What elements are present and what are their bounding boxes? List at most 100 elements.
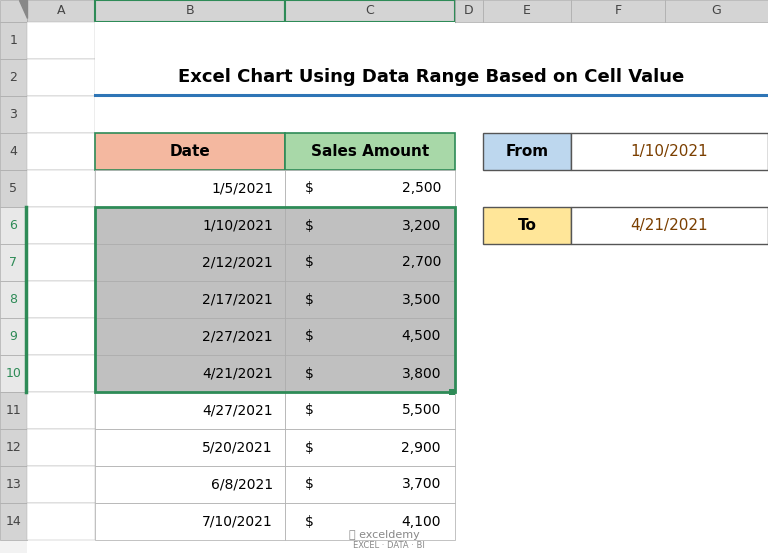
Bar: [285, 244, 455, 281]
Text: $: $: [305, 330, 314, 343]
Text: A: A: [57, 4, 65, 18]
Bar: [95, 0, 285, 22]
Bar: [285, 355, 455, 392]
Text: G: G: [712, 4, 721, 18]
Bar: [95, 281, 285, 318]
Bar: [27, 0, 95, 22]
Bar: [95, 133, 285, 170]
Bar: [0, 429, 27, 466]
Bar: [285, 133, 455, 170]
Bar: [449, 389, 455, 395]
Text: 9: 9: [9, 330, 18, 343]
Text: 1/5/2021: 1/5/2021: [211, 181, 273, 196]
Bar: [0, 318, 27, 355]
Text: 4: 4: [9, 145, 18, 158]
Bar: [95, 59, 768, 96]
Bar: [483, 207, 571, 244]
Bar: [285, 170, 455, 207]
Bar: [0, 207, 27, 244]
Text: 2/12/2021: 2/12/2021: [202, 255, 273, 269]
Bar: [27, 244, 95, 281]
Bar: [665, 0, 768, 22]
Bar: [285, 0, 455, 22]
Text: 1/10/2021: 1/10/2021: [202, 218, 273, 232]
Bar: [27, 318, 95, 355]
Text: 1: 1: [9, 34, 18, 47]
Bar: [571, 207, 768, 244]
Text: $: $: [305, 293, 314, 306]
Bar: [285, 429, 455, 466]
Text: From: From: [505, 144, 548, 159]
Bar: [27, 392, 95, 429]
Text: 7: 7: [9, 256, 18, 269]
Bar: [0, 466, 27, 503]
Bar: [0, 0, 27, 22]
Text: 3,200: 3,200: [402, 218, 441, 232]
Bar: [95, 207, 285, 244]
Bar: [483, 133, 571, 170]
Text: 11: 11: [5, 404, 22, 417]
Bar: [27, 207, 95, 244]
Bar: [27, 503, 95, 540]
Text: 5,500: 5,500: [402, 404, 441, 418]
Text: 3,700: 3,700: [402, 477, 441, 492]
Polygon shape: [19, 0, 27, 18]
Text: 10: 10: [5, 367, 22, 380]
Text: 4,100: 4,100: [402, 514, 441, 529]
Text: Sales Amount: Sales Amount: [311, 144, 429, 159]
Text: 3: 3: [9, 108, 18, 121]
Text: 6: 6: [9, 219, 18, 232]
Bar: [27, 170, 95, 207]
Text: 2/27/2021: 2/27/2021: [203, 330, 273, 343]
Bar: [571, 133, 768, 170]
Text: $: $: [305, 367, 314, 380]
Text: 2,900: 2,900: [402, 441, 441, 455]
Text: E: E: [523, 4, 531, 18]
Text: C: C: [366, 4, 374, 18]
Text: 5: 5: [9, 182, 18, 195]
Text: $: $: [305, 404, 314, 418]
Text: 12: 12: [5, 441, 22, 454]
Bar: [285, 392, 455, 429]
Bar: [285, 503, 455, 540]
Text: Excel Chart Using Data Range Based on Cell Value: Excel Chart Using Data Range Based on Ce…: [178, 69, 684, 86]
Text: D: D: [464, 4, 474, 18]
Bar: [0, 281, 27, 318]
Text: 2: 2: [9, 71, 18, 84]
Text: F: F: [614, 4, 621, 18]
Bar: [455, 0, 483, 22]
Text: 🏠 exceldemy: 🏠 exceldemy: [349, 530, 419, 540]
Text: $: $: [305, 218, 314, 232]
Text: 3,800: 3,800: [402, 367, 441, 380]
Text: 1/10/2021: 1/10/2021: [631, 144, 708, 159]
Bar: [27, 133, 95, 170]
Bar: [285, 318, 455, 355]
Bar: [0, 244, 27, 281]
Bar: [0, 170, 27, 207]
Text: 4/21/2021: 4/21/2021: [202, 367, 273, 380]
Bar: [95, 170, 285, 207]
Text: $: $: [305, 181, 314, 196]
Text: 8: 8: [9, 293, 18, 306]
Bar: [95, 503, 285, 540]
Text: 13: 13: [5, 478, 22, 491]
Text: $: $: [305, 514, 314, 529]
Text: 14: 14: [5, 515, 22, 528]
Bar: [483, 0, 571, 22]
Bar: [95, 244, 285, 281]
Bar: [0, 96, 27, 133]
Bar: [285, 281, 455, 318]
Bar: [95, 355, 285, 392]
Bar: [0, 133, 27, 170]
Text: B: B: [186, 4, 194, 18]
Bar: [95, 207, 455, 392]
Bar: [0, 392, 27, 429]
Text: $: $: [305, 255, 314, 269]
Bar: [571, 0, 665, 22]
Text: 4/27/2021: 4/27/2021: [203, 404, 273, 418]
Bar: [95, 466, 285, 503]
Bar: [285, 207, 455, 244]
Text: 2,500: 2,500: [402, 181, 441, 196]
Text: 3,500: 3,500: [402, 293, 441, 306]
Bar: [0, 355, 27, 392]
